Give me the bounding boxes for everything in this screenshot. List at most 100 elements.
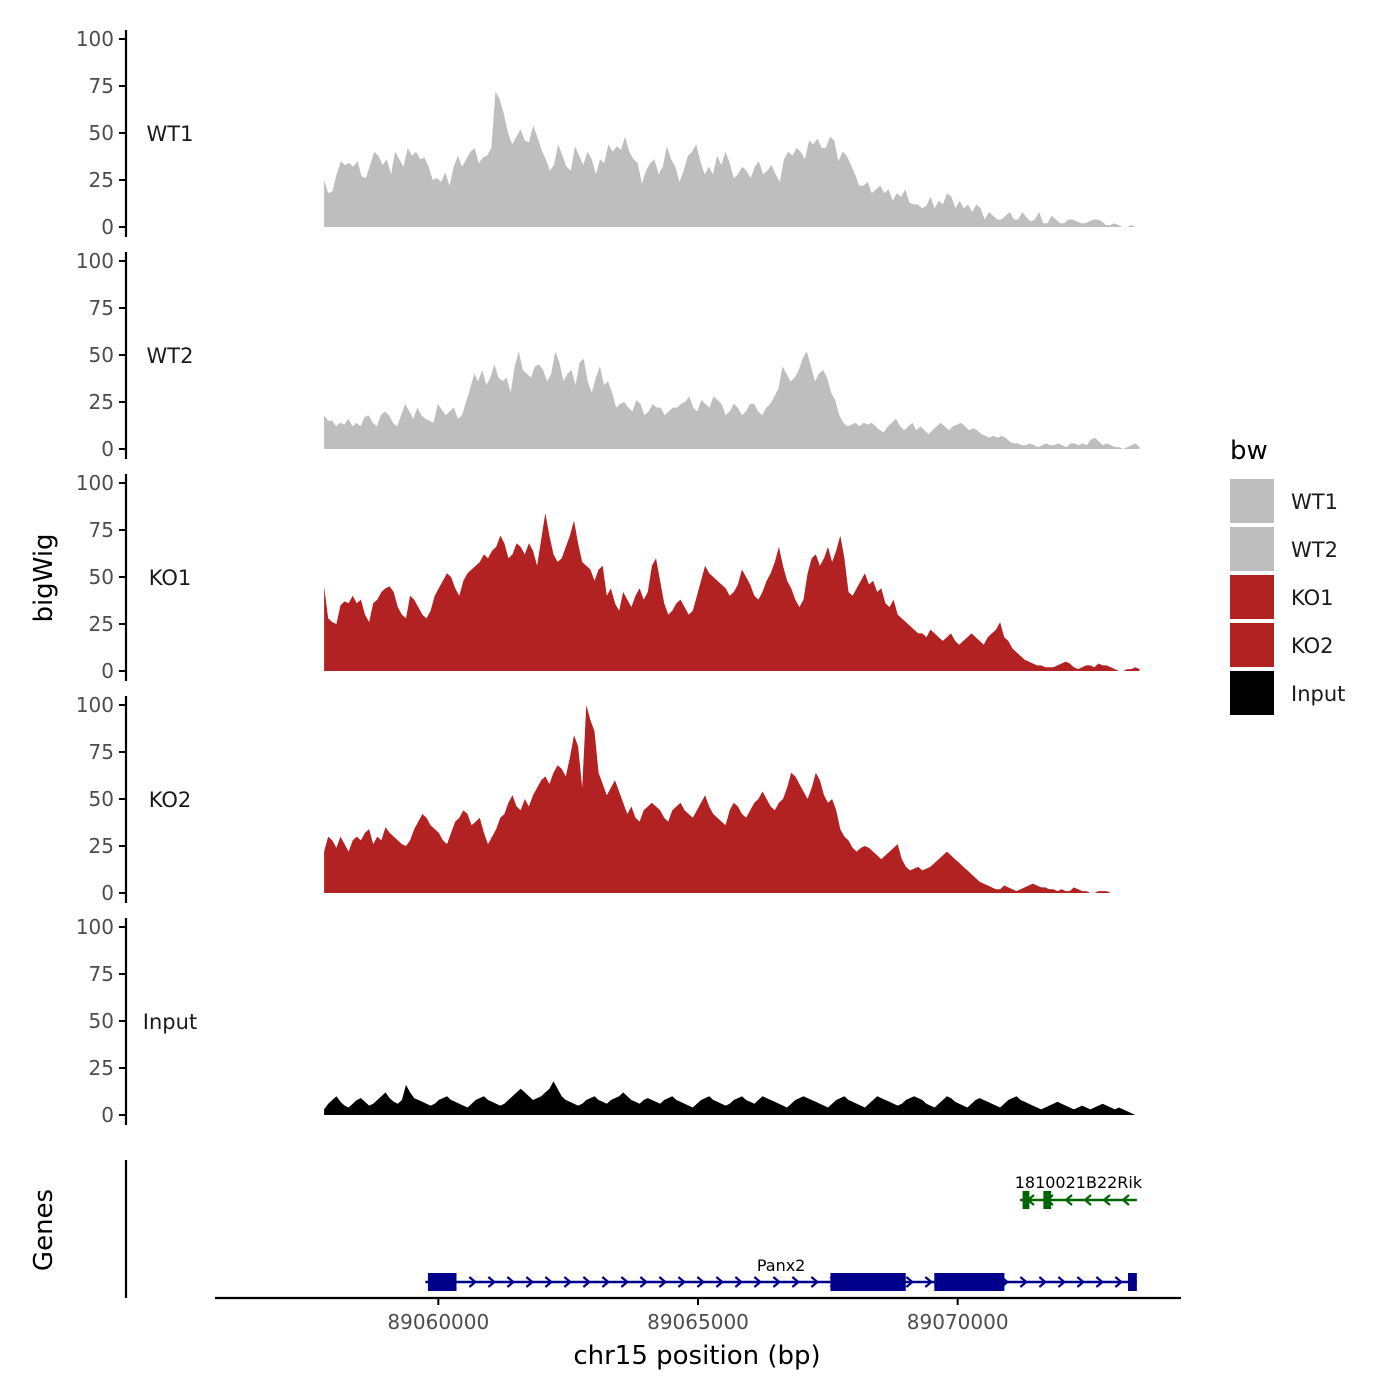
strand-arrow (563, 1276, 573, 1288)
strand-arrow (1102, 1194, 1111, 1206)
x-tick-label: 89070000 (907, 1310, 1009, 1334)
strand-arrow (658, 1276, 668, 1288)
y-tick-label: 50 (89, 787, 114, 811)
track-label: WT1 (147, 122, 194, 146)
strand-arrow (506, 1276, 516, 1288)
strand-arrow (810, 1276, 820, 1288)
y-tick-label: 25 (89, 1056, 114, 1080)
y-tick-label: 50 (89, 343, 114, 367)
legend: bw WT1 WT2 KO1 KO2 Input (1230, 436, 1345, 715)
legend-label: KO2 (1291, 634, 1334, 658)
y-tick-label: 100 (76, 471, 114, 495)
strand-arrow (468, 1276, 478, 1288)
legend-title: bw (1230, 436, 1268, 466)
track-wt1: 0 25 50 75 100 WT1 (76, 27, 1140, 239)
gene-exon (427, 1273, 457, 1291)
track-label: KO1 (149, 566, 192, 590)
legend-label: WT1 (1291, 490, 1338, 514)
signal-area-wt2 (324, 351, 1140, 449)
track-label: WT2 (147, 344, 194, 368)
y-tick-label: 25 (89, 390, 114, 414)
strand-arrow (1121, 1194, 1130, 1206)
strand-arrow (525, 1276, 535, 1288)
gene-panx2: Panx2 (425, 1256, 1137, 1291)
gene-exon (1128, 1273, 1137, 1291)
y-tick-label: 75 (89, 296, 114, 320)
y-tick-label: 25 (89, 612, 114, 636)
legend-swatch (1230, 671, 1274, 715)
strand-arrow (715, 1276, 725, 1288)
genes-axis-title: Genes (29, 1189, 59, 1271)
signal-area-ko1 (324, 513, 1140, 671)
strand-arrow (1095, 1276, 1105, 1288)
legend-swatch (1230, 623, 1274, 667)
y-tick-label: 75 (89, 740, 114, 764)
strand-arrow (582, 1276, 592, 1288)
strand-arrow (1076, 1276, 1086, 1288)
strand-arrow (487, 1276, 497, 1288)
strand-arrow (1019, 1276, 1029, 1288)
gene-exon (830, 1273, 906, 1291)
legend-swatch (1230, 527, 1274, 571)
legend-label: Input (1291, 682, 1345, 706)
gene-exon (1043, 1191, 1052, 1209)
signal-area-wt1 (324, 91, 1140, 227)
y-tick-label: 0 (101, 437, 114, 461)
strand-arrow (772, 1276, 782, 1288)
gene-1810021b22rik: 1810021B22Rik (1015, 1173, 1143, 1209)
track-panels: 0 25 50 75 100 WT1 0 25 50 75 100 WT2 0 25 50 75 100 KO1 0… (76, 27, 1140, 1127)
x-axis-title: chr15 position (bp) (573, 1341, 820, 1371)
strand-arrow (601, 1276, 611, 1288)
y-tick-label: 100 (76, 693, 114, 717)
y-tick-label: 100 (76, 915, 114, 939)
strand-arrow (1038, 1276, 1048, 1288)
legend-item-ko2: KO2 (1230, 623, 1334, 667)
strand-arrow (544, 1276, 554, 1288)
legend-item-ko1: KO1 (1230, 575, 1334, 619)
legend-label: KO1 (1291, 586, 1334, 610)
y-tick-label: 75 (89, 74, 114, 98)
strand-arrow (1064, 1194, 1073, 1206)
strand-arrow (1057, 1276, 1067, 1288)
gene-label: Panx2 (757, 1256, 806, 1275)
legend-item-wt1: WT1 (1230, 479, 1338, 523)
legend-items: WT1 WT2 KO1 KO2 Input (1230, 479, 1345, 715)
x-tick-label: 89065000 (647, 1310, 749, 1334)
strand-arrow (1114, 1276, 1124, 1288)
legend-item-wt2: WT2 (1230, 527, 1338, 571)
strand-arrow (905, 1276, 915, 1288)
y-axis-title: bigWig (29, 533, 59, 622)
x-tick-label: 89060000 (387, 1310, 489, 1334)
track-label: Input (143, 1010, 197, 1034)
legend-item-input: Input (1230, 671, 1345, 715)
strand-arrow (924, 1276, 934, 1288)
y-tick-label: 100 (76, 249, 114, 273)
y-tick-label: 0 (101, 659, 114, 683)
y-tick-label: 75 (89, 962, 114, 986)
track-ko1: 0 25 50 75 100 KO1 (76, 471, 1140, 683)
strand-arrow (639, 1276, 649, 1288)
strand-arrow (1083, 1194, 1092, 1206)
legend-swatch (1230, 575, 1274, 619)
track-ko2: 0 25 50 75 100 KO2 (76, 693, 1140, 905)
y-tick-label: 50 (89, 565, 114, 589)
track-input: 0 25 50 75 100 Input (76, 915, 1140, 1127)
y-tick-label: 0 (101, 881, 114, 905)
genes-panel: 89060000 89065000 89070000 Panx2 1810021B22R… (124, 1160, 1181, 1334)
y-tick-label: 0 (101, 215, 114, 239)
signal-area-input (324, 1081, 1140, 1115)
y-tick-label: 25 (89, 834, 114, 858)
strand-arrow (677, 1276, 687, 1288)
strand-arrow (791, 1276, 801, 1288)
strand-arrow (620, 1276, 630, 1288)
legend-swatch (1230, 479, 1274, 523)
y-tick-label: 25 (89, 168, 114, 192)
track-label: KO2 (149, 788, 192, 812)
strand-arrow (734, 1276, 744, 1288)
strand-arrow (753, 1276, 763, 1288)
gene-exon (1022, 1191, 1030, 1209)
signal-area-ko2 (324, 705, 1140, 893)
legend-label: WT2 (1291, 538, 1338, 562)
y-tick-label: 0 (101, 1103, 114, 1127)
